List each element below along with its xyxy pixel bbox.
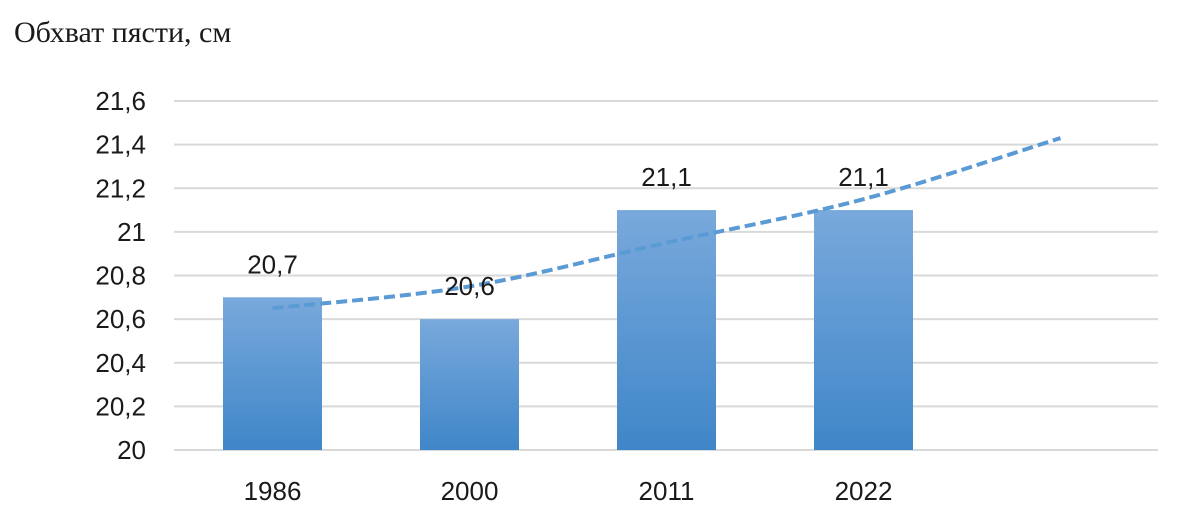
- trendline-curve: [272, 136, 1062, 311]
- x-tick-label-1986: 1986: [244, 476, 302, 506]
- x-tick-label-2011: 2011: [639, 476, 695, 506]
- bar-2022: [814, 210, 913, 450]
- bar-2000: [420, 319, 519, 450]
- y-tick-label: 21,2: [95, 173, 146, 203]
- y-tick-label: 21,6: [95, 86, 146, 116]
- y-tick-label: 21: [117, 217, 146, 247]
- bar-2011: [617, 210, 716, 450]
- x-axis-ticks: 1986 2000 2011 2022: [244, 476, 893, 506]
- data-label-2000: 20,6: [444, 271, 495, 301]
- x-tick-label-2000: 2000: [441, 476, 499, 506]
- y-axis-ticks: 20 20,2 20,4 20,6 20,8 21 21,2 21,4 21,6: [95, 86, 146, 465]
- y-tick-label: 20,2: [95, 391, 146, 421]
- trendline: [272, 136, 1062, 311]
- data-label-2011: 21,1: [641, 162, 692, 192]
- x-tick-label-2022: 2022: [835, 476, 893, 506]
- bars: [223, 210, 913, 450]
- y-tick-label: 20,4: [95, 348, 146, 378]
- bar-1986: [223, 297, 322, 450]
- data-label-2022: 21,1: [838, 162, 889, 192]
- y-tick-label: 20,6: [95, 304, 146, 334]
- chart-title: Обхват пясти, см: [14, 16, 232, 49]
- data-labels: 20,7 20,6 21,1 21,1: [247, 162, 889, 301]
- y-tick-label: 21,4: [95, 130, 146, 160]
- data-label-1986: 20,7: [247, 249, 298, 279]
- y-tick-label: 20: [117, 435, 146, 465]
- y-tick-label: 20,8: [95, 261, 146, 291]
